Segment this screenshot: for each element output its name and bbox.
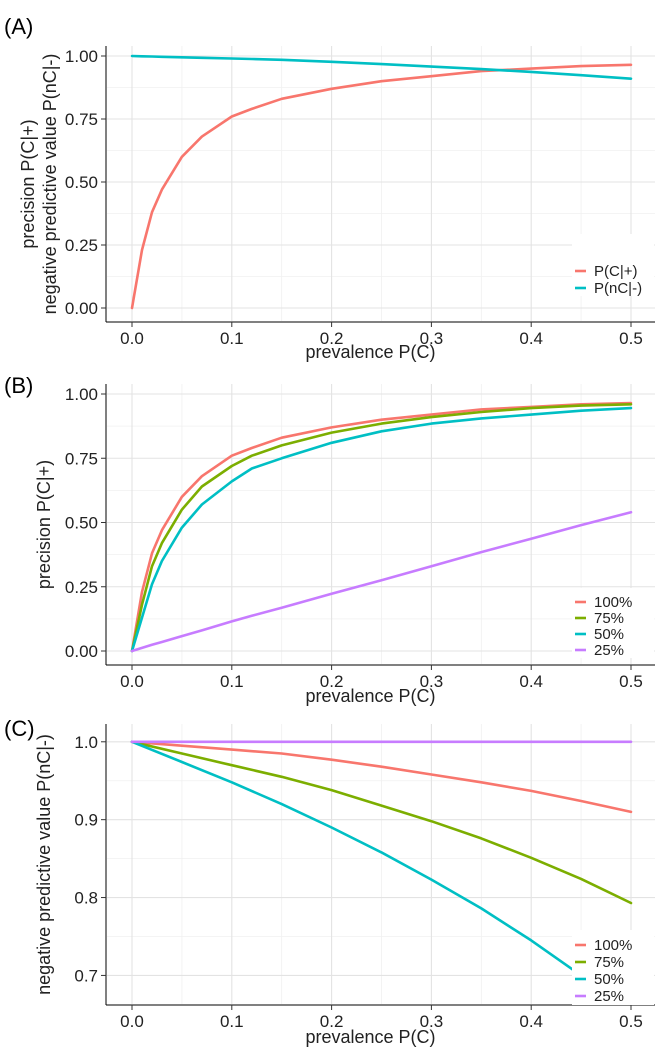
x-tick-label: 0.1 xyxy=(220,672,244,691)
x-tick-label: 0.5 xyxy=(619,1012,643,1031)
y-tick-label: 0.75 xyxy=(65,110,98,129)
x-tick-label: 0.4 xyxy=(519,672,543,691)
x-tick-label: 0.1 xyxy=(220,329,244,348)
panel-a: (A) 0.0 0.1 0.2 0.3 0.4 0.5 0.00 0.25 0.50 0.75 1.0… xyxy=(4,14,655,362)
x-tick-label: 0.2 xyxy=(320,329,344,348)
panel-c: (C) 0.0 0.1 0.2 0.3 0.4 0.5 0.7 0.8 0.9 1.0 prevale… xyxy=(4,716,655,1047)
panel-label: (C) xyxy=(4,716,35,741)
y-axis-title: precision P(C|+) xyxy=(34,460,54,589)
series-line-50- xyxy=(130,406,633,653)
legend: P(C|+)P(nC|-) xyxy=(572,234,654,297)
legend-label: 75% xyxy=(594,610,624,627)
y-tick-label: 0.9 xyxy=(74,811,98,830)
x-tick-label: 0.5 xyxy=(619,329,643,348)
y-tick-label: 0.8 xyxy=(74,889,98,908)
x-tick-label: 0.4 xyxy=(519,1012,543,1031)
x-tick-label: 0.2 xyxy=(320,1012,344,1031)
series-line-75- xyxy=(130,740,633,905)
legend-label: P(C|+) xyxy=(594,263,637,280)
panel-label: (A) xyxy=(4,14,33,39)
y-tick-label: 0.00 xyxy=(65,299,98,318)
y-tick-label: 0.25 xyxy=(65,236,98,255)
legend-label: P(nC|-) xyxy=(594,280,642,297)
legend-label: 100% xyxy=(594,937,632,954)
legend-box xyxy=(572,930,654,1005)
legend-label: 75% xyxy=(594,954,624,971)
series-line-25- xyxy=(130,510,633,653)
legend-box xyxy=(572,234,654,296)
legend-label: 50% xyxy=(594,626,624,643)
y-axis-title: negative predictive value P(nC|-) xyxy=(40,54,60,315)
series-line-100- xyxy=(130,740,633,814)
legend: 100%75%50%25% xyxy=(572,588,654,659)
legend-label: 50% xyxy=(594,971,624,988)
y-tick-label: 0.75 xyxy=(65,449,98,468)
series-line-p-nc- xyxy=(130,54,633,80)
y-tick-label: 1.00 xyxy=(65,47,98,66)
x-tick-label: 0.5 xyxy=(619,672,643,691)
series-line-75- xyxy=(130,402,633,653)
legend-label: 25% xyxy=(594,988,624,1005)
panel-label: (B) xyxy=(4,373,33,398)
y-tick-label: 0.00 xyxy=(65,642,98,661)
x-tick-label: 0.4 xyxy=(519,329,543,348)
panel-b: (B) 0.0 0.1 0.2 0.3 0.4 0.5 0.00 0.25 0.50 0.75 1.0… xyxy=(4,373,655,706)
grid xyxy=(107,46,655,321)
x-tick-label: 0.0 xyxy=(120,329,144,348)
series-line-100- xyxy=(130,401,633,653)
x-tick-label: 0.3 xyxy=(420,329,444,348)
y-tick-label: 0.50 xyxy=(65,514,98,533)
y-tick-label: 1.00 xyxy=(65,385,98,404)
y-tick-label: 0.50 xyxy=(65,173,98,192)
x-axis-title: prevalence P(C) xyxy=(305,342,435,362)
series-line-50- xyxy=(130,740,620,1004)
y-axis-title: precision P(C|+) xyxy=(18,119,38,248)
x-tick-label: 0.1 xyxy=(220,1012,244,1031)
x-tick-label: 0.0 xyxy=(120,1012,144,1031)
x-axis-title: prevalence P(C) xyxy=(305,1027,435,1047)
x-tick-label: 0.0 xyxy=(120,672,144,691)
y-tick-label: 1.0 xyxy=(74,733,98,752)
y-axis-title: negative predictive value P(nC|-) xyxy=(34,734,54,995)
x-tick-label: 0.2 xyxy=(320,672,344,691)
y-tick-label: 0.25 xyxy=(65,578,98,597)
legend-label: 100% xyxy=(594,594,632,611)
legend-box xyxy=(572,588,654,658)
x-tick-label: 0.3 xyxy=(420,1012,444,1031)
y-tick-label: 0.7 xyxy=(74,966,98,985)
x-tick-label: 0.3 xyxy=(420,672,444,691)
series-group xyxy=(130,54,633,310)
series-group xyxy=(130,740,633,1004)
legend-label: 25% xyxy=(594,642,624,659)
legend: 100%75%50%25% xyxy=(572,930,654,1005)
x-axis-title: prevalence P(C) xyxy=(305,686,435,706)
series-group xyxy=(130,401,633,653)
